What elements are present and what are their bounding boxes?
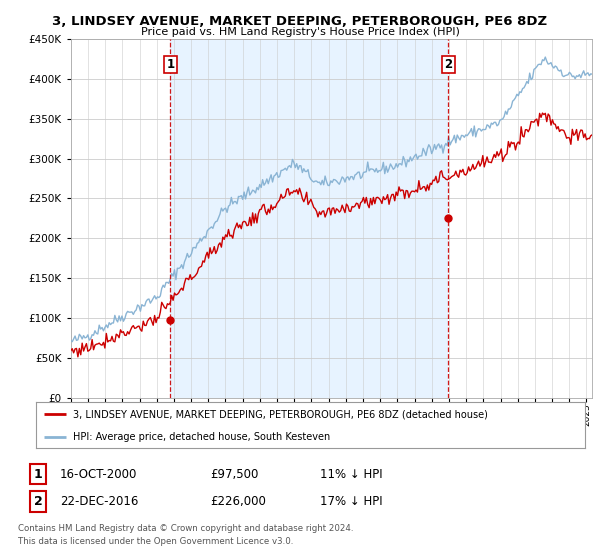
Bar bbox=[170, 39, 448, 398]
Text: Price paid vs. HM Land Registry's House Price Index (HPI): Price paid vs. HM Land Registry's House … bbox=[140, 27, 460, 37]
Text: 11% ↓ HPI: 11% ↓ HPI bbox=[320, 468, 383, 480]
Text: 16-OCT-2000: 16-OCT-2000 bbox=[60, 468, 137, 480]
Text: 2: 2 bbox=[34, 495, 43, 508]
Text: 3, LINDSEY AVENUE, MARKET DEEPING, PETERBOROUGH, PE6 8DZ: 3, LINDSEY AVENUE, MARKET DEEPING, PETER… bbox=[52, 15, 548, 27]
Text: 1: 1 bbox=[166, 58, 175, 71]
Text: 1: 1 bbox=[34, 468, 43, 480]
Text: £97,500: £97,500 bbox=[210, 468, 259, 480]
Text: 3, LINDSEY AVENUE, MARKET DEEPING, PETERBOROUGH, PE6 8DZ (detached house): 3, LINDSEY AVENUE, MARKET DEEPING, PETER… bbox=[73, 409, 488, 419]
Text: 17% ↓ HPI: 17% ↓ HPI bbox=[320, 495, 383, 508]
Text: Contains HM Land Registry data © Crown copyright and database right 2024.
This d: Contains HM Land Registry data © Crown c… bbox=[18, 524, 353, 545]
Text: 2: 2 bbox=[445, 58, 452, 71]
Text: £226,000: £226,000 bbox=[210, 495, 266, 508]
Text: 22-DEC-2016: 22-DEC-2016 bbox=[60, 495, 139, 508]
Text: HPI: Average price, detached house, South Kesteven: HPI: Average price, detached house, Sout… bbox=[73, 432, 331, 441]
